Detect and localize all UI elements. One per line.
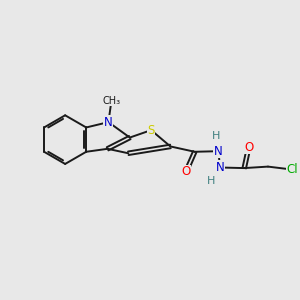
Text: N: N [104, 116, 113, 129]
Text: S: S [148, 124, 155, 136]
Text: Cl: Cl [286, 163, 298, 176]
Text: H: H [207, 176, 215, 186]
Text: N: N [214, 145, 223, 158]
Text: N: N [216, 161, 224, 174]
Text: CH₃: CH₃ [102, 96, 121, 106]
Text: O: O [181, 165, 190, 178]
Text: O: O [244, 141, 253, 154]
Text: H: H [212, 131, 220, 141]
